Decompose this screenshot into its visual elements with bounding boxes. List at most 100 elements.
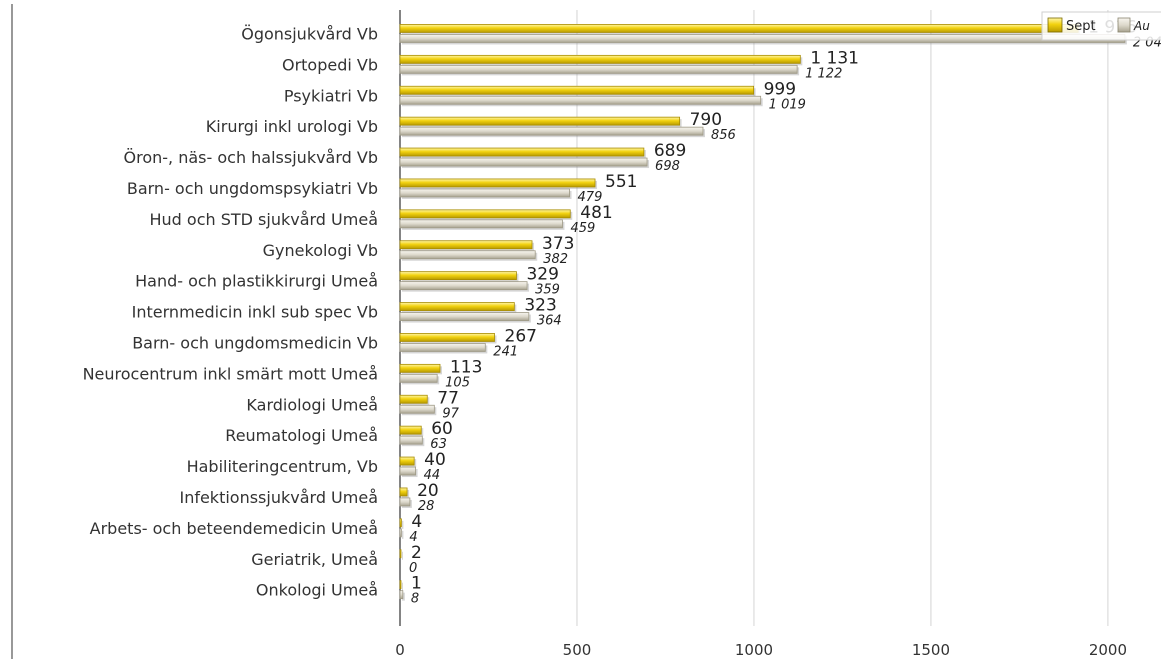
data-label-au: 1 019 xyxy=(769,97,806,112)
category-label: Ortopedi Vb xyxy=(282,55,378,74)
bar-sept xyxy=(399,580,402,590)
category-label: Infektionssjukvård Umeå xyxy=(179,488,378,507)
x-tick-label: 500 xyxy=(563,641,592,659)
category-label: Gynekologi Vb xyxy=(263,241,378,260)
bar-shadow-sept xyxy=(402,551,403,560)
category-label: Geriatrik, Umeå xyxy=(251,550,378,569)
data-label-sept: 790 xyxy=(690,110,722,130)
data-label-au: 856 xyxy=(711,128,736,143)
data-label-au: 105 xyxy=(445,375,470,390)
data-label-au: 698 xyxy=(655,159,680,174)
category-label: Habiliteringcentrum, Vb xyxy=(187,457,378,476)
bar-sept xyxy=(399,24,1079,33)
category-label: Kardiologi Umeå xyxy=(246,395,378,414)
data-label-au: 382 xyxy=(543,252,568,267)
bar-au xyxy=(399,343,486,352)
category-label: Hand- och plastikkirurgi Umeå xyxy=(135,272,378,291)
bar-sept xyxy=(399,363,441,373)
bar-sept xyxy=(399,518,402,528)
bar-sept xyxy=(399,425,422,435)
grid-lines xyxy=(576,10,1109,626)
bar-au xyxy=(399,34,1126,43)
data-label-au: 459 xyxy=(570,221,595,236)
category-label: Öron-, näs- och halssjukvård Vb xyxy=(124,148,378,167)
data-label-sept: 999 xyxy=(764,79,796,99)
bar-sept xyxy=(399,178,596,188)
bar-au xyxy=(399,64,798,74)
bar-shadow-au xyxy=(402,592,405,601)
data-label-sept: 373 xyxy=(542,234,574,254)
bar-au xyxy=(399,497,411,507)
legend-swatch-au xyxy=(1117,17,1131,33)
data-label-sept: 323 xyxy=(524,296,556,316)
category-label: Ögonsjukvård Vb xyxy=(241,24,378,43)
legend-label-au: Au xyxy=(1133,19,1150,33)
category-label: Psykiatri Vb xyxy=(284,86,378,105)
category-label: Internmedicin inkl sub spec Vb xyxy=(132,303,378,322)
bar-au xyxy=(399,188,570,198)
data-label-au: 241 xyxy=(493,344,518,359)
bar-au xyxy=(399,95,762,105)
x-tick-label: 1000 xyxy=(735,641,773,659)
data-label-sept: 60 xyxy=(431,419,453,439)
bar-au xyxy=(399,126,704,136)
data-label-sept: 267 xyxy=(505,326,537,346)
bar-sept xyxy=(399,54,801,64)
data-label-sept: 113 xyxy=(450,357,482,377)
data-label-sept: 551 xyxy=(605,172,637,192)
bar-au xyxy=(399,373,438,383)
data-label-au: 4 xyxy=(409,530,417,545)
data-label-au: 359 xyxy=(535,283,560,298)
bar-sept xyxy=(399,333,495,342)
data-label-sept: 1 xyxy=(411,574,422,594)
x-tick-label: 2000 xyxy=(1089,641,1127,659)
data-label-au: 97 xyxy=(442,406,459,421)
data-label-sept: 2 xyxy=(411,543,422,563)
data-label-sept: 40 xyxy=(424,450,446,470)
bar-sept xyxy=(399,240,533,250)
bar-au xyxy=(399,435,423,445)
bar-shadow-au xyxy=(402,530,404,539)
bar-au xyxy=(399,466,416,476)
x-tick-labels: 0 500 1000 1500 2000 xyxy=(395,641,1127,659)
data-label-au: 28 xyxy=(418,499,435,514)
bar-sept xyxy=(399,85,754,95)
data-label-au: 364 xyxy=(537,314,562,329)
bars xyxy=(399,24,1127,601)
bar-au xyxy=(399,281,528,291)
x-tick-label: 0 xyxy=(395,641,405,659)
category-label: Arbets- och beteendemedicin Umeå xyxy=(90,519,378,538)
data-label-sept: 481 xyxy=(580,203,612,223)
category-label: Hud och STD sjukvård Umeå xyxy=(149,210,378,229)
data-label-sept: 77 xyxy=(437,388,459,408)
bar-sept xyxy=(399,302,515,311)
bar-au xyxy=(399,157,648,167)
data-label-au: 8 xyxy=(411,592,419,607)
bar-sept xyxy=(399,394,428,404)
bar-au xyxy=(399,404,435,414)
bar-au xyxy=(399,312,530,321)
data-label-au: 63 xyxy=(430,437,447,452)
bar-au xyxy=(399,528,402,538)
data-label-au: 44 xyxy=(424,468,441,483)
bar-sept xyxy=(399,116,681,126)
category-labels: Ögonsjukvård Vb Ortopedi Vb Psykiatri Vb Ki… xyxy=(83,24,378,599)
category-label: Reumatologi Umeå xyxy=(225,426,378,445)
data-label-sept: 329 xyxy=(526,265,558,285)
category-label: Neurocentrum inkl smärt mott Umeå xyxy=(83,364,378,383)
bar-au xyxy=(399,219,563,229)
category-label: Barn- och ungdomsmedicin Vb xyxy=(132,333,378,352)
category-label: Barn- och ungdomspsykiatri Vb xyxy=(127,179,378,198)
bar-sept xyxy=(399,549,402,559)
bar-sept xyxy=(399,209,571,219)
data-label-au: 0 xyxy=(409,561,417,576)
title-strip xyxy=(0,0,1161,6)
bar-shadow-sept xyxy=(402,582,403,591)
bar-sept xyxy=(399,147,645,157)
category-label: Kirurgi inkl urologi Vb xyxy=(206,117,378,136)
data-label-au: 479 xyxy=(578,190,603,205)
bar-sept xyxy=(399,271,517,281)
data-label-sept: 4 xyxy=(411,512,422,532)
data-label-sept: 1 131 xyxy=(810,48,859,68)
